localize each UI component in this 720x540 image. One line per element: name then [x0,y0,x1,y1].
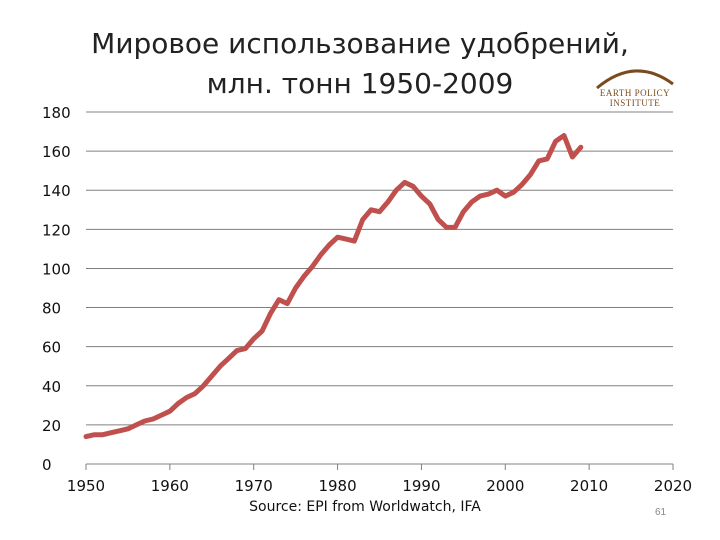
x-tick-label: 2020 [654,477,692,495]
y-tick-label: 60 [42,339,61,357]
y-tick-label: 120 [42,221,71,239]
y-tick-label: 20 [42,417,61,435]
y-tick-label: 180 [42,104,71,122]
y-tick-label: 80 [42,300,61,318]
x-tick-label: 2000 [486,477,524,495]
source-note: Source: EPI from Worldwatch, IFA [249,499,481,515]
arc-logo-icon [596,69,674,90]
x-tick-label: 1990 [402,477,440,495]
x-tick-label: 1960 [151,477,189,495]
page-number: 61 [655,507,667,518]
y-tick-label: 160 [42,143,71,161]
fertilizer-use-series-line [83,133,584,440]
chart-title: Мировое использование удобрений, млн. то… [60,24,660,104]
chart-title-line2: млн. тонн 1950-2009 [206,67,514,100]
logo-text: EARTH POLICY INSTITUTE [599,88,671,108]
earth-policy-institute-logo: EARTH POLICY INSTITUTE [575,60,695,108]
x-tick-label: 2010 [570,477,608,495]
y-tick-label: 40 [42,378,61,396]
x-tick-label: 1950 [67,477,105,495]
y-tick-label: 100 [42,260,71,278]
chart-title-line1: Мировое использование удобрений, [91,27,629,60]
y-tick-label: 0 [42,456,52,474]
x-tick-label: 1970 [235,477,273,495]
x-tick-label: 1980 [318,477,356,495]
y-tick-label: 140 [42,182,71,200]
